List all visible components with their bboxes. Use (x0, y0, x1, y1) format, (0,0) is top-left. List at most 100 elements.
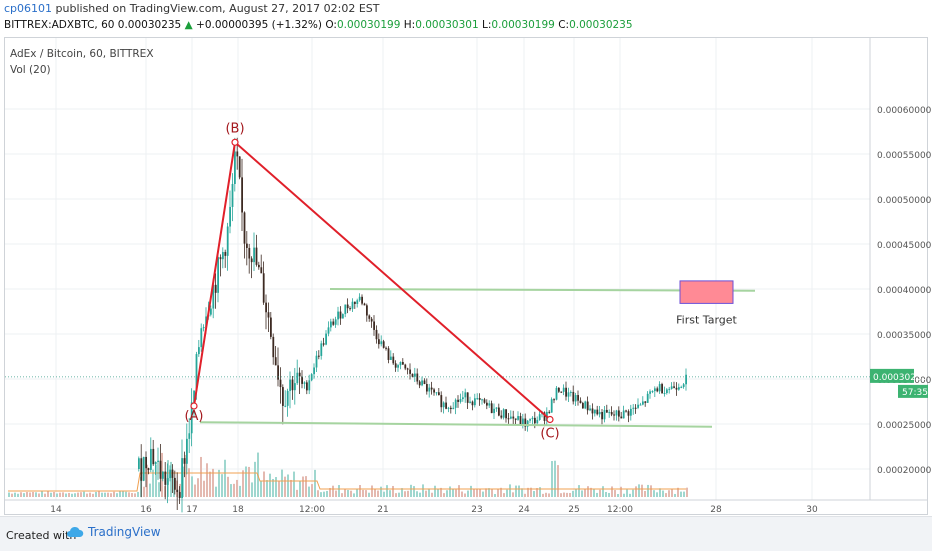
candle-body (553, 399, 555, 401)
volume-bar (659, 488, 661, 497)
candle-body (584, 401, 587, 409)
candle-body (286, 390, 289, 406)
candle-body (332, 321, 335, 325)
candle-body (514, 418, 517, 420)
volume-bar (479, 489, 481, 497)
candle-body (265, 302, 267, 313)
candle-body (212, 284, 215, 309)
volume-bar (359, 484, 361, 497)
volume-bar (116, 493, 118, 497)
candle-body (466, 392, 469, 403)
x-tick-label: 24 (518, 505, 530, 515)
volume-bar (236, 479, 238, 497)
candle-body (543, 412, 546, 421)
volume-bar (572, 490, 574, 497)
candle-body (519, 416, 522, 425)
support-line[interactable] (199, 421, 713, 428)
volume-bar (107, 492, 109, 497)
candle-body (570, 391, 572, 393)
candle-body (685, 374, 687, 385)
volume-bar (137, 491, 139, 497)
volume-bar (674, 493, 676, 497)
volume-bar (98, 491, 100, 497)
volume-bar (77, 492, 79, 497)
volume-bar (500, 487, 502, 497)
volume-bar (74, 493, 76, 497)
y-tick-label: 0.00050000 (877, 196, 932, 206)
wedge-point[interactable] (190, 402, 198, 410)
volume-bar (494, 493, 496, 497)
candle-body (481, 399, 483, 401)
wedge-point-label: (B) (225, 121, 244, 136)
volume-bar (638, 484, 640, 497)
candle-body (586, 401, 589, 411)
volume-bar (491, 489, 493, 497)
author-link[interactable]: cp06101 (4, 2, 53, 15)
volume-bar (620, 486, 622, 497)
price-chart[interactable]: 0.00060000 0.00055000 0.00050000 0.00045000… (0, 0, 932, 516)
publish-line: cp06101 published on TradingView.com, Au… (4, 2, 379, 15)
volume-bar (662, 490, 664, 497)
volume-bar (218, 469, 220, 497)
candle-body (267, 312, 270, 318)
volume-bar (239, 485, 241, 497)
volume-bar (242, 470, 244, 497)
candle-body (680, 386, 683, 388)
tradingview-link[interactable]: TradingView (66, 525, 161, 539)
candle-body (390, 356, 392, 360)
volume-bar (536, 488, 538, 497)
volume-bar (656, 492, 658, 497)
volume-bar (197, 478, 199, 497)
volume-bar (524, 493, 526, 497)
candle-body (193, 390, 195, 403)
candle-body (649, 391, 651, 394)
x-tick-label: 16 (140, 505, 152, 515)
candle-body (414, 373, 416, 377)
candle-body (526, 420, 529, 427)
candle-body (298, 372, 301, 377)
wedge-point[interactable] (231, 138, 239, 146)
volume-bar (104, 492, 106, 497)
volume-bar (449, 486, 451, 497)
candle-body (411, 373, 414, 377)
volume-bar (578, 485, 580, 497)
volume-bar (548, 493, 550, 497)
volume-bar (632, 489, 634, 497)
candle-body (622, 410, 625, 419)
candle-body (183, 458, 186, 464)
volume-bar (62, 492, 64, 497)
tradingview-cloud-icon (67, 526, 84, 537)
candle-body (382, 341, 385, 348)
volume-bar (302, 476, 304, 497)
wedge-point[interactable] (546, 415, 554, 424)
volume-bar (389, 490, 391, 497)
volume-bar (410, 484, 412, 497)
wedge-point-label: (A) (184, 409, 203, 424)
volume-bar (323, 491, 325, 497)
chart-frame[interactable] (4, 37, 928, 515)
close-value: 0.00030235 (569, 19, 633, 31)
high-value: 0.00030301 (415, 19, 479, 31)
candle-body (339, 311, 342, 319)
candle-body (634, 407, 637, 409)
candle-body (579, 400, 582, 404)
volume-bar (95, 491, 97, 497)
ohlc-line: BITTREX:ADXBTC, 60 0.00030235 ▲ +0.00000… (4, 19, 633, 31)
target-box[interactable] (679, 280, 734, 304)
volume-bar (275, 477, 277, 497)
volume-bar (272, 479, 274, 497)
candle-body (157, 460, 159, 462)
candle-body (202, 327, 205, 329)
volume-bar (38, 493, 40, 497)
volume-bar (347, 489, 349, 497)
candle-body (462, 397, 464, 400)
candle-body (558, 387, 560, 392)
wedge-line[interactable] (193, 140, 551, 421)
candle-body (188, 433, 191, 439)
candle-body (354, 301, 356, 304)
candle-body (243, 212, 246, 244)
candle-body (344, 304, 347, 315)
candle-body (454, 399, 457, 408)
volume-bar (668, 490, 670, 497)
volume-bar (281, 469, 283, 497)
